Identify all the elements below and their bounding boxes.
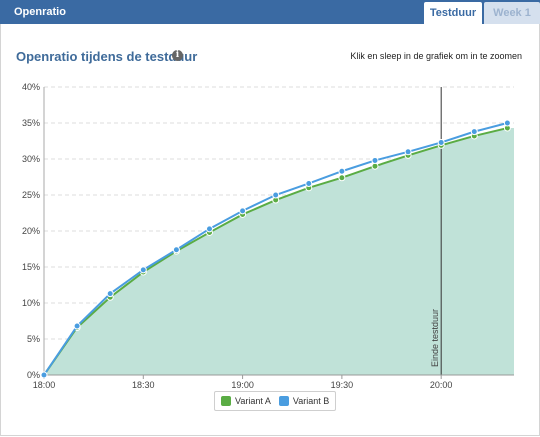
y-tick-label: 5%	[27, 334, 40, 344]
data-point-variant-b[interactable]	[239, 207, 247, 215]
data-point-variant-b[interactable]	[470, 128, 478, 136]
y-tick-label: 40%	[22, 82, 40, 92]
tab-week-1[interactable]: Week 1	[484, 2, 540, 24]
legend-label-variant-b: Variant B	[292, 396, 330, 406]
tab-testduur[interactable]: Testduur	[424, 2, 482, 24]
legend-swatch-variant-a	[221, 396, 231, 406]
x-tick-label: 20:00	[430, 380, 453, 390]
legend-label-variant-a: Variant A	[235, 396, 271, 406]
y-tick-label: 10%	[22, 298, 40, 308]
y-tick-label: 30%	[22, 154, 40, 164]
y-tick-label: 15%	[22, 262, 40, 272]
data-point-variant-a[interactable]	[338, 174, 346, 182]
zoom-hint: Klik en sleep in de grafiek om in te zoo…	[350, 51, 522, 61]
data-point-variant-b[interactable]	[40, 371, 48, 379]
data-point-variant-b[interactable]	[139, 266, 147, 274]
chart-title: Openratio tijdens de testduur	[16, 49, 198, 64]
y-tick-label: 35%	[22, 118, 40, 128]
legend: Variant A Variant B	[214, 391, 337, 411]
data-point-variant-b[interactable]	[205, 225, 213, 233]
data-point-variant-b[interactable]	[73, 322, 81, 330]
data-point-variant-b[interactable]	[106, 290, 114, 298]
y-tick-label: 0%	[27, 370, 40, 380]
data-point-variant-b[interactable]	[305, 179, 313, 187]
data-point-variant-b[interactable]	[272, 191, 280, 199]
x-tick-label: 18:30	[132, 380, 155, 390]
data-point-variant-b[interactable]	[437, 138, 445, 146]
data-point-variant-b[interactable]	[404, 148, 412, 156]
legend-item-variant-a[interactable]: Variant A	[221, 396, 271, 406]
annotation-label: Einde testduur	[430, 309, 440, 367]
area-fill-variant-a	[44, 128, 514, 375]
panel-title: Openratio	[14, 6, 66, 18]
data-point-variant-b[interactable]	[172, 246, 180, 254]
data-point-variant-b[interactable]	[503, 119, 511, 127]
y-tick-label: 20%	[22, 226, 40, 236]
info-icon[interactable]: i	[172, 50, 183, 61]
y-tick-label: 25%	[22, 190, 40, 200]
legend-item-variant-b[interactable]: Variant B	[278, 396, 330, 406]
data-point-variant-a[interactable]	[371, 162, 379, 170]
legend-swatch-variant-b	[278, 396, 289, 406]
data-point-variant-b[interactable]	[371, 156, 379, 164]
x-tick-label: 18:00	[33, 380, 56, 390]
x-tick-label: 19:30	[331, 380, 354, 390]
x-tick-label: 19:00	[231, 380, 254, 390]
data-point-variant-b[interactable]	[338, 167, 346, 175]
